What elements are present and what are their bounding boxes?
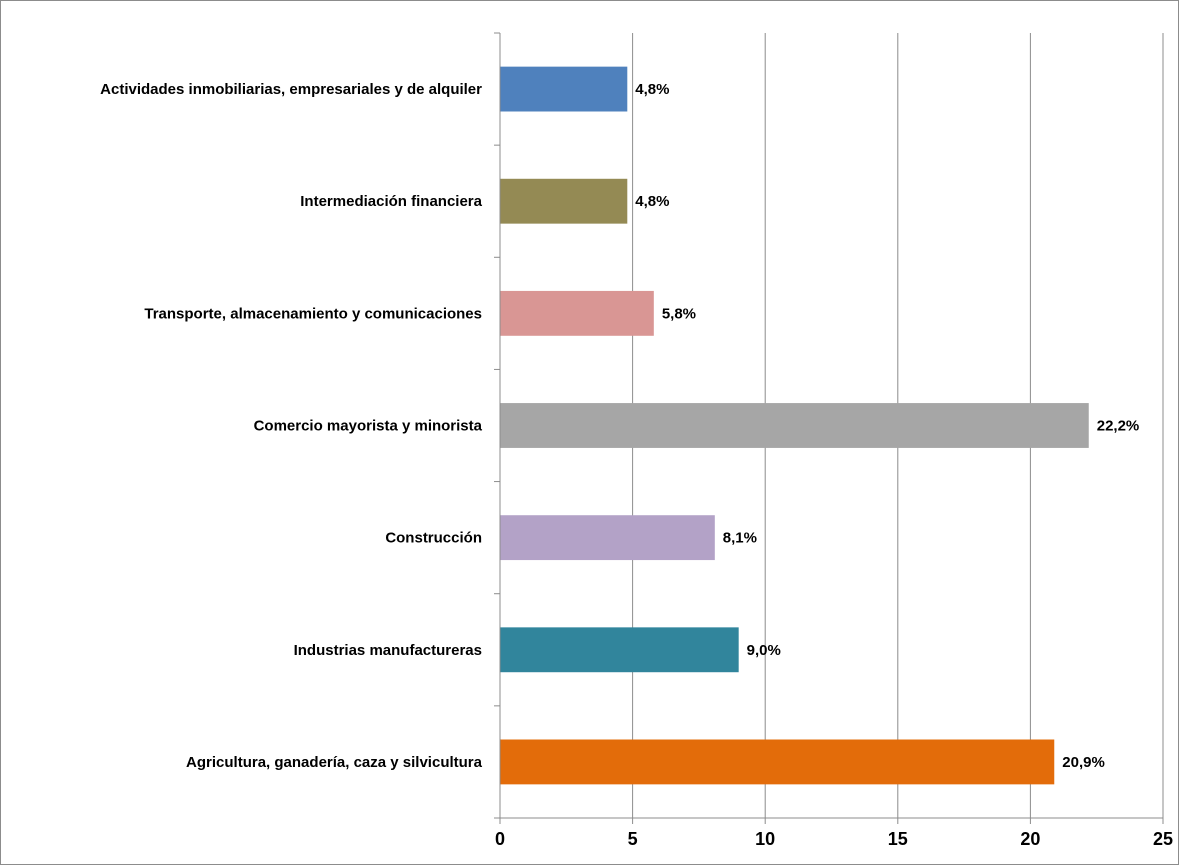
bar-3 <box>500 515 715 561</box>
x-tick-label-15: 15 <box>888 829 908 849</box>
bars <box>500 66 1089 785</box>
x-tick-label-25: 25 <box>1153 829 1173 849</box>
x-tick-label-0: 0 <box>495 829 505 849</box>
data-label-1: 20,9% <box>1062 754 1105 771</box>
category-label-3: Construcción <box>385 530 482 547</box>
data-label-7: 4,8% <box>635 81 669 98</box>
category-label-1: Agricultura, ganadería, caza y silvicult… <box>186 754 483 771</box>
category-label-6: Intermediación financiera <box>300 193 482 210</box>
data-label-2: 9,0% <box>747 642 781 659</box>
bar-2 <box>500 627 739 673</box>
bar-4 <box>500 403 1089 448</box>
labels: Agricultura, ganadería, caza y silvicult… <box>100 81 1173 849</box>
bar-1 <box>500 739 1055 785</box>
data-label-3: 8,1% <box>723 530 757 547</box>
category-label-7: Actividades inmobiliarias, empresariales… <box>100 81 482 98</box>
data-label-4: 22,2% <box>1097 418 1140 435</box>
x-tick-label-5: 5 <box>628 829 638 849</box>
category-label-4: Comercio mayorista y minorista <box>254 418 483 435</box>
category-label-5: Transporte, almacenamiento y comunicacio… <box>144 305 482 322</box>
category-label-2: Industrias manufactureras <box>294 642 482 659</box>
data-label-5: 5,8% <box>662 305 696 322</box>
x-tick-label-20: 20 <box>1020 829 1040 849</box>
bar-6 <box>500 178 628 224</box>
bar-7 <box>500 66 628 112</box>
data-label-6: 4,8% <box>635 193 669 210</box>
axes <box>494 32 1164 824</box>
x-tick-label-10: 10 <box>755 829 775 849</box>
bar-5 <box>500 290 654 336</box>
